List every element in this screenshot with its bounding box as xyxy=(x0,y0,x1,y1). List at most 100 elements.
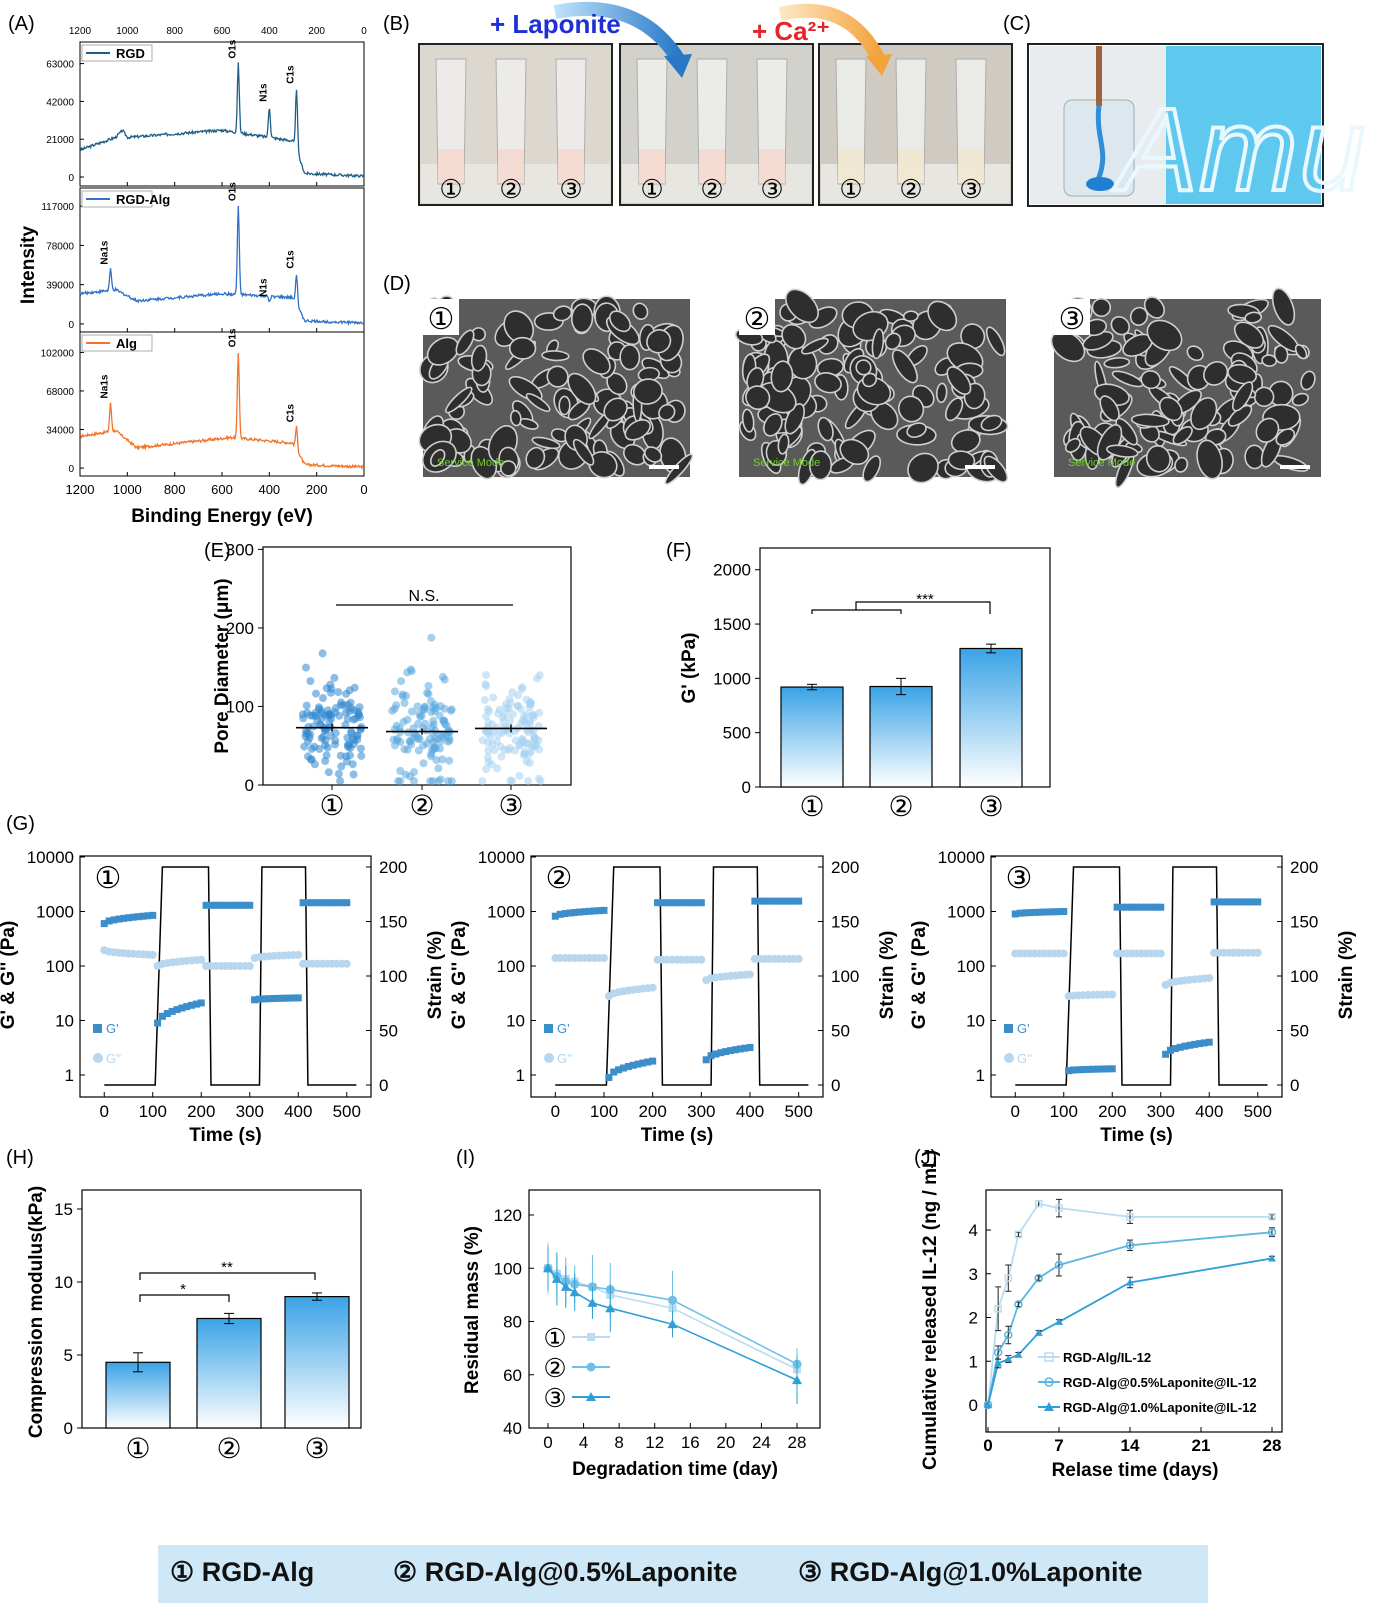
sem-pore xyxy=(546,365,569,388)
panel-d-sem-images: ① Service Mode ② Service Mode ③ Service Mode xyxy=(418,287,1321,489)
g-double-prime-point xyxy=(148,950,157,959)
y-tick-label: 0 xyxy=(68,173,74,184)
scatter-point xyxy=(349,770,358,779)
g-prime-point xyxy=(756,897,764,905)
y2-tick-label: 100 xyxy=(831,967,859,986)
scatter-point xyxy=(330,673,339,682)
scatter-point xyxy=(354,710,363,719)
scatter-point xyxy=(519,750,528,759)
g-prime-point xyxy=(702,1056,710,1064)
scatter-point xyxy=(334,688,343,697)
g-prime-point xyxy=(217,901,225,909)
y-tick-label: 10000 xyxy=(27,848,74,867)
sem-pore xyxy=(839,438,870,465)
g-double-prime-point xyxy=(342,959,351,968)
y-tick-label: 10000 xyxy=(938,848,985,867)
legend-box xyxy=(81,44,153,62)
sem-pore xyxy=(1261,354,1278,367)
y-tick-label: 1000 xyxy=(713,669,751,688)
legend-box xyxy=(81,190,153,208)
arrow-head xyxy=(866,54,892,76)
vial-number: ② xyxy=(899,174,922,204)
significance-bracket xyxy=(139,1272,316,1280)
y-tick-label: 39000 xyxy=(46,281,74,292)
sem-pore xyxy=(632,378,663,405)
sem-pore xyxy=(643,446,663,463)
g-prime-point xyxy=(110,916,118,924)
g-prime-point xyxy=(183,1003,191,1011)
y-tick-label: 78000 xyxy=(46,241,74,252)
sem-pore xyxy=(470,344,488,372)
arrow-laponite xyxy=(553,1,686,66)
g-prime-point xyxy=(600,906,608,914)
scatter-point xyxy=(420,703,429,712)
x-tick-label: 4 xyxy=(579,1433,588,1452)
g-prime-point xyxy=(163,1010,171,1018)
g-prime-point xyxy=(751,897,759,905)
g-prime-point xyxy=(1220,898,1228,906)
scatter-point xyxy=(306,755,315,764)
watermark-text: Service Mode xyxy=(437,457,504,469)
x-tick-label: 200 xyxy=(306,482,328,497)
scatter-point xyxy=(484,753,492,762)
y-tick-label: 10 xyxy=(506,1012,525,1031)
scatter-point xyxy=(300,742,309,751)
panel-letter: (E) xyxy=(204,540,231,562)
g-prime-point xyxy=(1200,1039,1208,1047)
sem-pore xyxy=(770,360,794,393)
strain-line xyxy=(104,866,357,1086)
legend-marker xyxy=(587,1333,595,1341)
x-tick-label: 28 xyxy=(1263,1436,1282,1455)
g-prime-point xyxy=(741,1044,749,1052)
legend-label: G'' xyxy=(1017,1051,1032,1066)
y-tick-label: 200 xyxy=(226,619,254,638)
x-axis-title: Time (s) xyxy=(1100,1125,1173,1146)
scatter-point xyxy=(408,707,416,716)
g-prime-point xyxy=(207,901,215,909)
scatter-point xyxy=(535,708,544,717)
y2-tick-label: 200 xyxy=(831,858,859,877)
y-axis-title: G' & G'' (Pa) xyxy=(0,921,19,1030)
g-double-prime-point xyxy=(1108,990,1117,999)
g-prime-point xyxy=(231,901,239,909)
scatter-point xyxy=(337,698,346,707)
scatter-point xyxy=(427,708,436,717)
legend-item-3: ③ RGD-Alg@1.0%Laponite xyxy=(798,1557,1143,1587)
g-prime-point xyxy=(120,914,128,922)
sem-pore xyxy=(781,323,807,350)
y-tick-label: 100 xyxy=(957,957,985,976)
data-point xyxy=(1004,1274,1013,1282)
data-point xyxy=(605,1303,616,1313)
panel-letter: (F) xyxy=(666,540,692,562)
g-prime-point xyxy=(304,899,312,907)
g-prime-point xyxy=(149,911,157,919)
vial-number: ③ xyxy=(559,174,582,204)
y-tick-label: 117000 xyxy=(41,202,74,213)
sem-pore xyxy=(935,382,948,404)
g-prime-point xyxy=(663,899,671,907)
scatter-point xyxy=(526,698,535,707)
legend-label: G'' xyxy=(557,1051,572,1066)
scatter-point xyxy=(493,737,501,746)
x-tick-label: 0 xyxy=(551,1102,560,1121)
scatter-point xyxy=(427,749,436,758)
spectrum-line xyxy=(79,353,365,471)
scatter-point xyxy=(444,777,453,786)
vial-liquid xyxy=(639,149,665,183)
y-tick-label: 1 xyxy=(65,1066,74,1085)
scatter-point xyxy=(506,776,515,785)
data-point xyxy=(569,1287,580,1297)
sem-pore xyxy=(572,438,595,466)
g-prime-point xyxy=(105,917,113,925)
photo-letters-bg xyxy=(1166,46,1321,204)
sem-pore xyxy=(658,403,676,421)
g-prime-point xyxy=(1230,898,1237,906)
scatter-point xyxy=(335,711,344,720)
x-tick-label: 16 xyxy=(681,1433,700,1452)
legend-label: RGD-Alg@0.5%Laponite@IL-12 xyxy=(1063,1375,1257,1390)
scatter-point xyxy=(299,714,308,723)
scatter-point xyxy=(347,727,356,736)
g-prime-point xyxy=(192,1000,200,1008)
panel-letter: (G) xyxy=(6,813,35,835)
arrow-head xyxy=(664,54,692,78)
